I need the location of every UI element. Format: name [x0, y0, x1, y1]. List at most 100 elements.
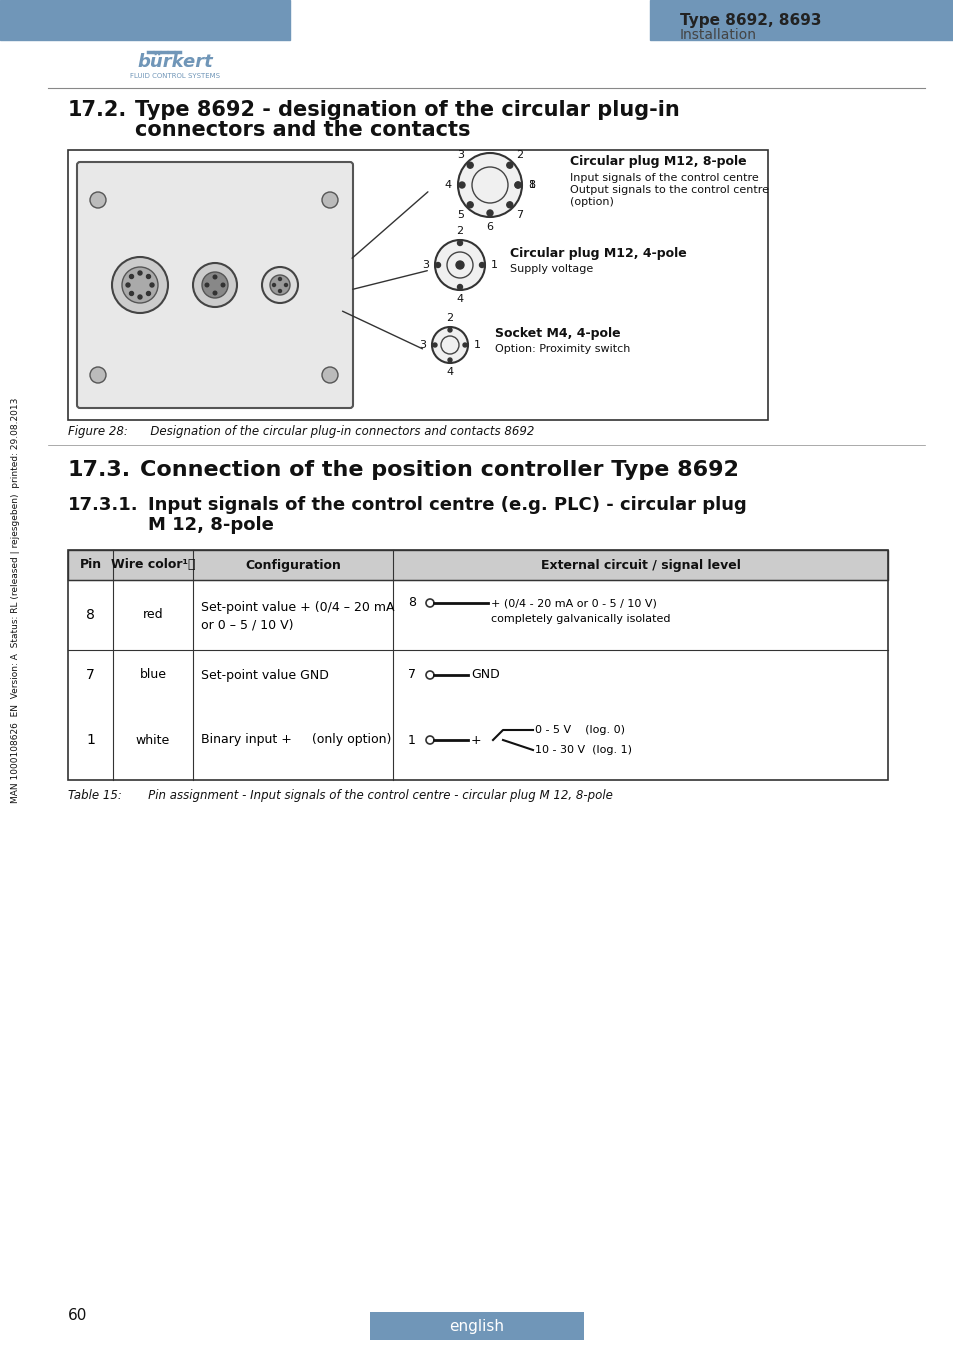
Text: 8: 8 — [528, 180, 535, 190]
Text: Pin: Pin — [79, 559, 101, 571]
Text: 8: 8 — [86, 608, 95, 622]
Text: (option): (option) — [569, 197, 613, 207]
Text: Binary input +     (only option): Binary input + (only option) — [201, 733, 391, 747]
Text: english: english — [449, 1319, 504, 1334]
Circle shape — [432, 327, 468, 363]
Circle shape — [90, 192, 106, 208]
Text: Set-point value + (0/4 – 20 mA: Set-point value + (0/4 – 20 mA — [201, 601, 395, 613]
Circle shape — [213, 275, 216, 279]
Text: 6: 6 — [486, 221, 493, 232]
Circle shape — [506, 201, 513, 208]
Circle shape — [193, 263, 236, 306]
Text: 17.3.: 17.3. — [68, 460, 131, 481]
Circle shape — [202, 271, 228, 298]
Circle shape — [448, 358, 452, 362]
Text: Table 15:       Pin assignment - Input signals of the control centre - circular : Table 15: Pin assignment - Input signals… — [68, 788, 612, 802]
Text: or 0 – 5 / 10 V): or 0 – 5 / 10 V) — [201, 618, 294, 632]
Circle shape — [467, 162, 473, 169]
Text: Connection of the position controller Type 8692: Connection of the position controller Ty… — [140, 460, 739, 481]
Circle shape — [147, 292, 151, 296]
Text: bürkert: bürkert — [137, 53, 213, 72]
Text: 1: 1 — [490, 261, 497, 270]
Text: Figure 28:      Designation of the circular plug-in connectors and contacts 8692: Figure 28: Designation of the circular p… — [68, 425, 534, 439]
Text: 4: 4 — [444, 180, 451, 190]
Text: 1: 1 — [86, 733, 95, 747]
Circle shape — [221, 284, 225, 286]
Text: Type 8692 - designation of the circular plug-in: Type 8692 - designation of the circular … — [135, 100, 679, 120]
Circle shape — [284, 284, 287, 286]
Circle shape — [458, 182, 464, 188]
Bar — [68, 549, 887, 780]
Text: Configuration: Configuration — [245, 559, 340, 571]
Text: 4: 4 — [456, 294, 463, 304]
Circle shape — [278, 289, 281, 293]
Bar — [68, 150, 767, 420]
Circle shape — [138, 296, 142, 298]
Circle shape — [122, 267, 158, 302]
Circle shape — [457, 285, 462, 289]
Circle shape — [448, 328, 452, 332]
Text: 1: 1 — [408, 733, 416, 747]
Text: 3: 3 — [419, 340, 426, 350]
Circle shape — [462, 343, 467, 347]
Text: 17.3.1.: 17.3.1. — [68, 495, 138, 514]
Circle shape — [322, 192, 337, 208]
Circle shape — [435, 240, 484, 290]
Text: 2: 2 — [456, 225, 463, 236]
Text: FLUID CONTROL SYSTEMS: FLUID CONTROL SYSTEMS — [130, 73, 220, 80]
Circle shape — [262, 267, 297, 302]
Text: 5: 5 — [456, 209, 463, 220]
Text: 1: 1 — [473, 340, 480, 350]
Circle shape — [130, 292, 133, 296]
FancyBboxPatch shape — [77, 162, 353, 408]
Bar — [0, 0, 290, 40]
Text: 7: 7 — [408, 668, 416, 682]
Text: Supply voltage: Supply voltage — [510, 265, 593, 274]
Circle shape — [147, 274, 151, 278]
Circle shape — [515, 182, 520, 188]
Text: Type 8692, 8693: Type 8692, 8693 — [679, 12, 821, 27]
Text: 3: 3 — [422, 261, 429, 270]
Text: Set-point value GND: Set-point value GND — [201, 668, 329, 682]
Circle shape — [273, 284, 275, 286]
Text: 7: 7 — [86, 668, 94, 682]
Text: white: white — [135, 733, 170, 747]
Text: connectors and the contacts: connectors and the contacts — [135, 120, 470, 140]
Circle shape — [506, 162, 513, 169]
Text: GND: GND — [471, 668, 499, 682]
Text: 4: 4 — [446, 367, 453, 377]
Text: External circuit / signal level: External circuit / signal level — [540, 559, 740, 571]
Text: 17.2.: 17.2. — [68, 100, 127, 120]
Text: Option: Proximity switch: Option: Proximity switch — [495, 344, 630, 354]
Circle shape — [433, 343, 436, 347]
Circle shape — [126, 284, 130, 288]
Text: Wire color¹⦳: Wire color¹⦳ — [111, 559, 195, 571]
Text: Circular plug M12, 8-pole: Circular plug M12, 8-pole — [569, 155, 746, 169]
Text: MAN 1000108626  EN  Version: A  Status: RL (released | rejesgeben)  printed: 29.: MAN 1000108626 EN Version: A Status: RL … — [11, 397, 20, 803]
Circle shape — [479, 262, 484, 267]
Bar — [649, 0, 953, 40]
Text: Socket M4, 4-pole: Socket M4, 4-pole — [495, 328, 620, 340]
Text: 60: 60 — [68, 1308, 88, 1323]
Text: red: red — [143, 609, 163, 621]
Circle shape — [278, 278, 281, 281]
Circle shape — [457, 153, 521, 217]
Text: M 12, 8-pole: M 12, 8-pole — [148, 516, 274, 535]
Text: 2: 2 — [516, 150, 522, 161]
Circle shape — [112, 256, 168, 313]
Text: 0 - 5 V    (log. 0): 0 - 5 V (log. 0) — [535, 725, 624, 734]
Circle shape — [130, 274, 133, 278]
Circle shape — [457, 240, 462, 246]
Text: 8: 8 — [408, 597, 416, 609]
Text: 7: 7 — [516, 209, 522, 220]
Text: 10 - 30 V  (log. 1): 10 - 30 V (log. 1) — [535, 745, 631, 755]
Text: Input signals of the control centre (e.g. PLC) - circular plug: Input signals of the control centre (e.g… — [148, 495, 746, 514]
Circle shape — [486, 211, 493, 216]
Circle shape — [515, 182, 520, 188]
Text: 2: 2 — [446, 313, 453, 323]
Circle shape — [150, 284, 153, 288]
Text: Input signals of the control centre: Input signals of the control centre — [569, 173, 758, 184]
Circle shape — [270, 275, 290, 296]
Text: Output signals to the control centre: Output signals to the control centre — [569, 185, 768, 194]
Text: blue: blue — [139, 668, 167, 682]
